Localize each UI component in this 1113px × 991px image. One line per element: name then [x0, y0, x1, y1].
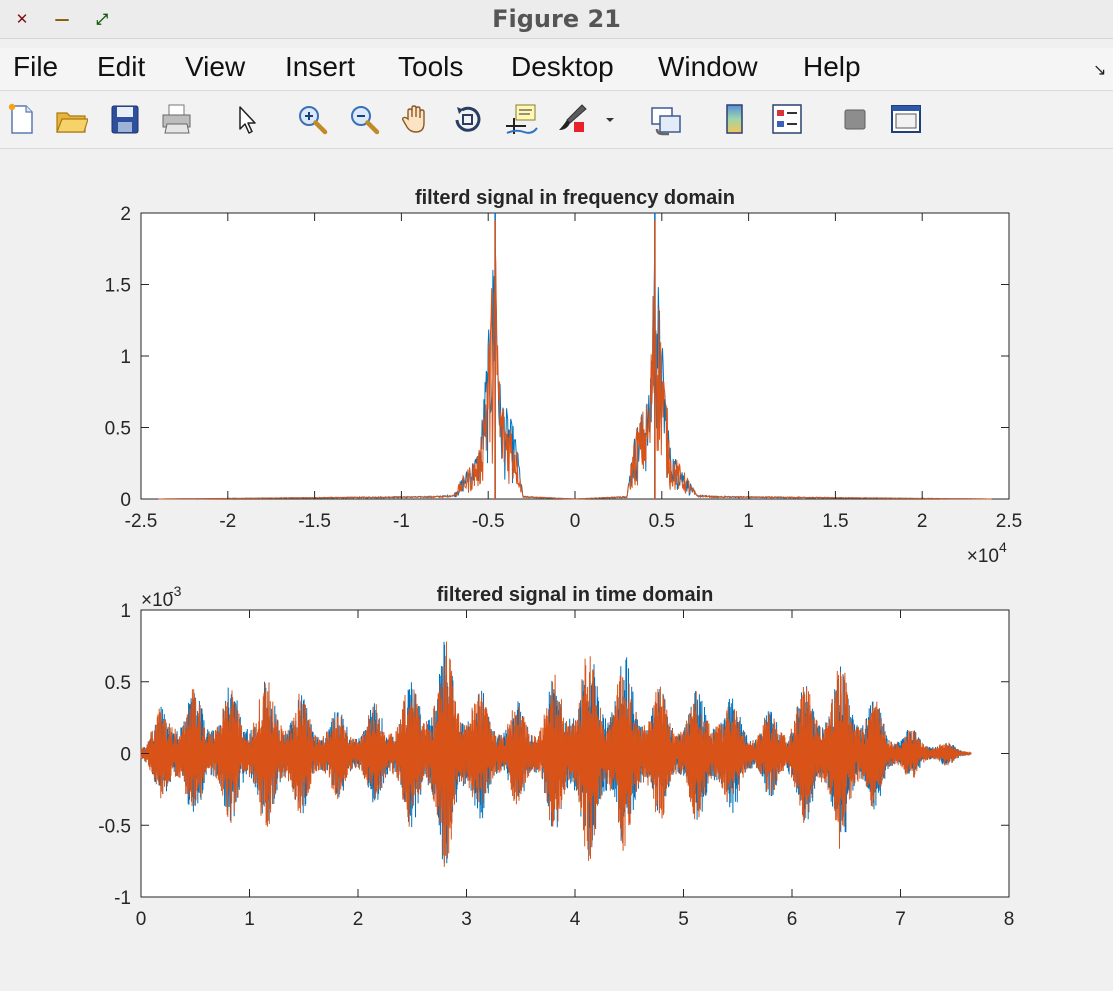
time-y-tick-label: 1 [120, 601, 131, 622]
freq-y-tick-label: 1 [120, 347, 131, 368]
open-file-button[interactable] [54, 102, 89, 136]
window-title: Figure 21 [492, 5, 621, 33]
time-x-tick-label: 7 [895, 909, 906, 930]
maximize-window-button[interactable]: ⤢ [91, 8, 113, 30]
time-x-tick-label: 1 [244, 909, 255, 930]
time-y-tick-label: 0.5 [105, 673, 131, 694]
freq-x-tick-label: 2 [917, 511, 928, 532]
pan-button[interactable] [399, 102, 433, 136]
zoom-out-button[interactable] [347, 102, 381, 136]
time-y-exponent: ×10 [141, 590, 173, 611]
freq-x-tick-label: 0 [570, 511, 581, 532]
time-x-tick-label: 0 [136, 909, 147, 930]
new-figure-icon [8, 103, 33, 134]
link-plot-button[interactable] [649, 102, 683, 136]
time-x-tick-label: 8 [1004, 909, 1015, 930]
time-x-tick-label: 3 [461, 909, 472, 930]
print-button[interactable] [160, 102, 194, 136]
link-plot-icon [651, 107, 681, 136]
save-button[interactable] [108, 102, 142, 136]
legend-icon [772, 104, 802, 134]
freq-x-tick-label: 2.5 [996, 511, 1022, 532]
menu-file[interactable]: File [13, 51, 59, 82]
menu-window[interactable]: Window [658, 51, 758, 82]
brush-icon [559, 104, 587, 132]
legend-button[interactable] [770, 102, 804, 136]
time-x-tick-label: 6 [787, 909, 798, 930]
menu-view[interactable]: View [185, 51, 246, 82]
figure-toolbar [0, 92, 1113, 149]
data-cursor-icon [506, 104, 538, 134]
freq-y-tick-label: 0.5 [105, 419, 131, 440]
time-y-tick-label: -1 [114, 888, 131, 909]
figure-area: -2.5 -2 -1.5 -1 -0.5 0 0.5 1 1.5 2 2.5 0 0.5 1 1.5 2 fil… [0, 149, 1113, 987]
close-window-button[interactable]: ✕ [11, 8, 33, 30]
brush-button[interactable] [555, 102, 589, 136]
title-bar: ✕ — ⤢ Figure 21 [0, 0, 1113, 39]
save-icon [111, 105, 139, 134]
time-chart-title: filtered signal in time domain [437, 584, 714, 606]
rotate-3d-button[interactable] [451, 102, 485, 136]
hide-plot-tools-icon [844, 109, 866, 130]
dock-figure-icon[interactable]: ↘ [1093, 62, 1107, 79]
freq-x-tick-label: -2 [219, 511, 236, 532]
freq-y-tick-label: 0 [120, 490, 131, 511]
freq-y-tick-label: 1.5 [105, 276, 131, 297]
time-x-tick-label: 5 [678, 909, 689, 930]
menu-desktop[interactable]: Desktop [511, 51, 614, 82]
freq-x-exponent: ×10 [967, 546, 999, 567]
rotate-3d-icon [455, 106, 481, 132]
open-file-icon [56, 112, 89, 133]
time-y-exponent-power: -3 [169, 583, 182, 599]
freq-x-tick-label: -2.5 [125, 511, 158, 532]
time-y-tick-label: -0.5 [98, 816, 131, 837]
time-y-tick-label: 0 [120, 745, 131, 766]
edit-plot-button[interactable] [230, 102, 264, 136]
zoom-out-icon [351, 106, 380, 135]
menu-insert[interactable]: Insert [285, 51, 356, 82]
time-x-tick-label: 2 [353, 909, 364, 930]
minimize-icon: — [54, 10, 70, 28]
brush-dropdown-icon [606, 118, 614, 122]
edit-plot-arrow-icon [239, 106, 256, 134]
freq-chart-title: filterd signal in frequency domain [415, 187, 735, 209]
zoom-in-button[interactable] [295, 102, 329, 136]
menu-help[interactable]: Help [803, 51, 861, 82]
data-cursor-button[interactable] [504, 102, 538, 136]
menu-edit[interactable]: Edit [97, 51, 146, 82]
zoom-in-icon [299, 106, 328, 135]
show-plot-tools-button[interactable] [889, 102, 923, 136]
minimize-window-button[interactable]: — [51, 8, 73, 30]
brush-dropdown-button[interactable] [600, 102, 620, 136]
freq-x-tick-label: 1.5 [822, 511, 848, 532]
freq-x-exponent-power: 4 [999, 539, 1007, 555]
close-icon: ✕ [15, 10, 29, 28]
show-plot-tools-icon [891, 105, 921, 133]
freq-axes-frame [140, 212, 1010, 500]
time-x-tick-label: 4 [570, 909, 581, 930]
freq-x-tick-label: 0.5 [649, 511, 675, 532]
pan-hand-icon [401, 105, 425, 133]
colorbar-button[interactable] [718, 102, 752, 136]
print-icon [162, 104, 191, 134]
colorbar-icon [726, 104, 743, 134]
figure-canvas: -2.5 -2 -1.5 -1 -0.5 0 0.5 1 1.5 2 2.5 0 0.5 1 1.5 2 fil… [98, 187, 1022, 930]
freq-x-tick-label: 1 [743, 511, 754, 532]
maximize-icon: ⤢ [95, 10, 108, 28]
new-figure-button[interactable] [4, 102, 38, 136]
freq-y-tick-label: 2 [120, 204, 131, 225]
time-series-2-line [140, 641, 972, 867]
menu-bar: File Edit View Insert Tools Desktop Wind… [0, 48, 1113, 91]
freq-x-tick-label: -1.5 [298, 511, 331, 532]
freq-x-tick-label: -0.5 [472, 511, 505, 532]
freq-x-tick-label: -1 [393, 511, 410, 532]
hide-plot-tools-button[interactable] [838, 102, 872, 136]
menu-tools[interactable]: Tools [398, 51, 464, 82]
